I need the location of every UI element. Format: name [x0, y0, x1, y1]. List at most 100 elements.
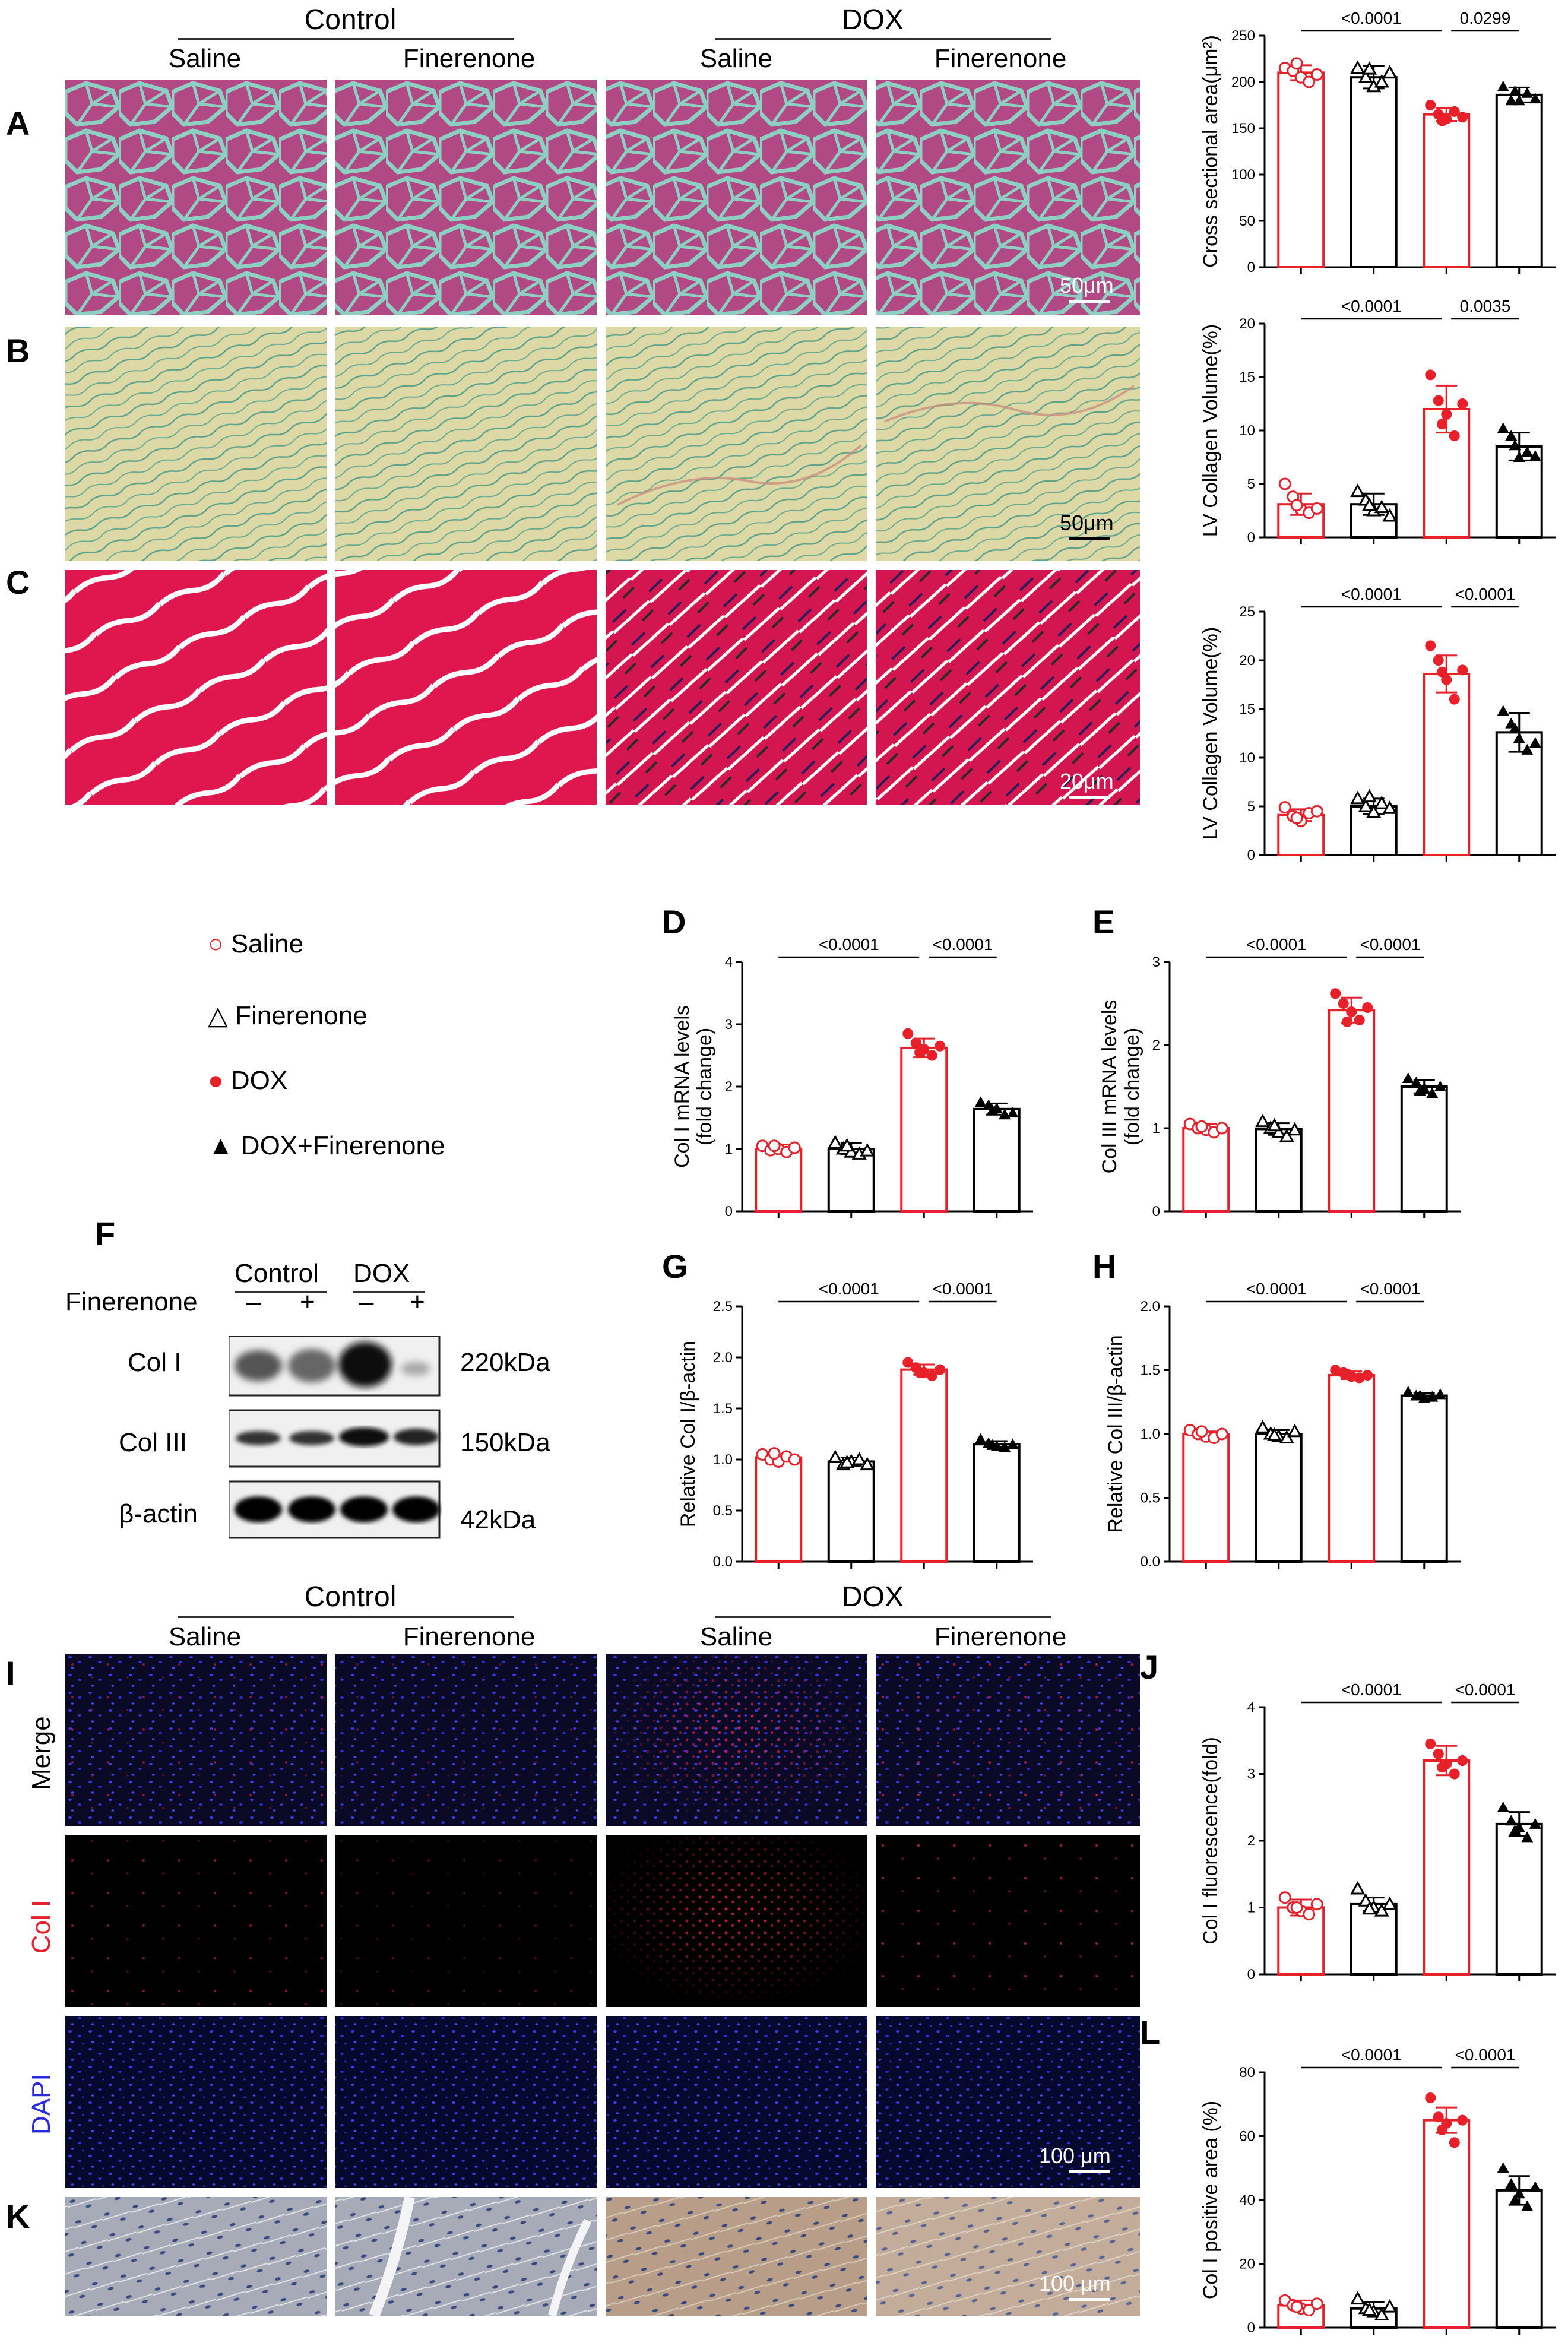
chart-c-point [1509, 722, 1521, 733]
dox-header-bottom-line [715, 1616, 1051, 1618]
wb-sign-4: + [410, 1287, 425, 1316]
chart-j-ylabel-line: Col I fluorescence(fold) [1199, 1737, 1222, 1945]
chart-e-point [1410, 1077, 1423, 1087]
chart-a-ytick-label: 50 [1239, 213, 1255, 229]
chart-g-point [840, 1455, 855, 1468]
chart-c-point [1437, 666, 1448, 678]
chart-j-point [1350, 1881, 1366, 1895]
chart-b-comparison-label: <0.0001 [1341, 297, 1402, 315]
chart-b-point [1521, 446, 1534, 457]
chart-a-point [1290, 57, 1303, 70]
chart-h-point [1279, 1430, 1294, 1443]
legend-finerenone-marker: △ [208, 1001, 228, 1030]
chart-b: LV Collagen Volume(%) 0 5 10 15 20 <0.0001 0.00… [1199, 297, 1556, 546]
chart-b-ytick-label: 5 [1247, 476, 1255, 492]
chart-g-ytick-label: 1.0 [713, 1452, 733, 1468]
chart-c-point [1290, 812, 1303, 825]
chart-d-comparison-label: <0.0001 [933, 935, 993, 954]
chart-l: Col I positive area (%) 0 20 40 60 80 <0.0001 <… [1199, 2046, 1556, 2336]
chart-g-bar [973, 1443, 1021, 1563]
scalebar-c-label: 20μm [1060, 769, 1114, 793]
chart-d-bar [827, 1148, 875, 1213]
chart-b-point [1509, 439, 1521, 451]
chart-d: Col I mRNA levels(fold change) 0 1 2 3 4 <0.00… [671, 935, 1033, 1220]
image-c-dox-finerenone [876, 570, 1140, 805]
chart-c-point [1358, 798, 1373, 812]
header-saline-1: Saline [168, 44, 242, 73]
chart-d-ytick-label: 0 [725, 1204, 733, 1220]
chart-j-comparison-label: <0.0001 [1341, 1680, 1402, 1699]
chart-g-point [851, 1451, 867, 1465]
chart-a-point [1310, 68, 1323, 81]
chart-g-bar [900, 1368, 948, 1563]
chart-h-bar [1328, 1374, 1376, 1563]
chart-d-point [986, 1104, 999, 1115]
ihc-dox-saline [606, 2197, 867, 2316]
header-bottom-saline-2: Saline [699, 1622, 773, 1651]
chart-h-point [1362, 1370, 1373, 1381]
chart-l-point [1362, 2302, 1377, 2316]
if-row-label-merge: Merge [27, 1716, 56, 1790]
chart-a-bar [1423, 113, 1471, 268]
wb-dox-line [353, 1291, 425, 1293]
chart-e-point [1330, 988, 1341, 999]
chart-c-ytick-label: 15 [1239, 701, 1255, 717]
chart-g-point [914, 1367, 926, 1378]
header-bottom-finerenone-2: Finerenone [934, 1622, 1067, 1651]
chart-c-ylabel-line: LV Collagen Volume(%) [1199, 627, 1222, 840]
chart-c-point [1374, 795, 1389, 809]
chart-b-point [1449, 430, 1460, 441]
panel-label-i: I [6, 1654, 15, 1692]
chart-d-ylabel: Col I mRNA levels(fold change) [671, 1005, 716, 1168]
chart-d-point [768, 1139, 781, 1153]
wb-dox-label: DOX [353, 1259, 410, 1288]
dox-header-bottom: DOX [841, 1581, 904, 1613]
chart-g-point [999, 1441, 1011, 1452]
chart-a-ytick-label: 200 [1231, 74, 1255, 90]
chart-b-point [1362, 497, 1377, 511]
wb-sign-3: – [359, 1287, 374, 1316]
chart-h-point [1434, 1388, 1446, 1400]
wb-control-line [235, 1291, 327, 1293]
chart-c-point [1425, 640, 1436, 651]
chart-e-bar [1328, 1009, 1376, 1213]
ihc-saline [65, 2197, 327, 2316]
chart-j-point [1457, 1755, 1468, 1766]
chart-l-point [1437, 2124, 1448, 2135]
chart-d-point [910, 1037, 921, 1049]
chart-c-bar [1495, 731, 1543, 856]
chart-b-ytick-label: 0 [1247, 530, 1255, 546]
image-a-finerenone [335, 80, 597, 315]
chart-a-point [1425, 100, 1436, 110]
chart-g-bar [755, 1456, 803, 1563]
chart-e-point [1414, 1085, 1426, 1096]
chart-d-ylabel-line: Col I mRNA levels [671, 1005, 693, 1168]
chart-h-point [1354, 1372, 1365, 1384]
dox-header: DOX [841, 4, 904, 36]
chart-l-point [1310, 2297, 1323, 2310]
wb-row-actin-label: β-actin [119, 1499, 198, 1528]
chart-l-point [1449, 2137, 1460, 2148]
chart-e-bar [1255, 1128, 1303, 1213]
chart-h-ytick-label: 0.0 [1141, 1554, 1160, 1570]
chart-j-ytick-label: 1 [1247, 1900, 1255, 1916]
chart-l-ytick-label: 60 [1239, 2129, 1255, 2145]
ihc-micrographs [65, 2197, 1140, 2316]
chart-j-point [1509, 1825, 1521, 1836]
chart-g-ylabel-line: Relative Col I/β-actin [677, 1341, 699, 1527]
chart-g-point [974, 1433, 987, 1444]
chart-h-comparison-label: <0.0001 [1246, 1280, 1307, 1298]
image-a-dox-finerenone [876, 80, 1140, 315]
chart-h-ylabel-line: Relative Col III/β-actin [1104, 1335, 1127, 1533]
wb-row-actin-size: 42kDa [460, 1505, 536, 1534]
wb-row-col1-label: Col I [128, 1348, 182, 1377]
chart-a-point [1513, 94, 1525, 106]
chart-j-point [1521, 1831, 1534, 1843]
chart-b-point [1290, 499, 1303, 512]
chart-g-point [1006, 1438, 1019, 1449]
chart-b-ytick-label: 15 [1239, 369, 1255, 385]
chart-e-ytick-label: 3 [1152, 954, 1160, 970]
chart-c-point [1441, 674, 1452, 685]
wb-finerenone-label: Finerenone [65, 1287, 198, 1316]
chart-h-bar [1400, 1394, 1448, 1563]
